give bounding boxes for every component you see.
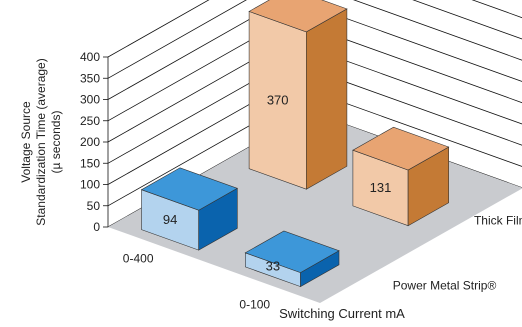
bar-0-100-series-0: 33	[244, 230, 340, 288]
bars: 370 131 94 33	[140, 0, 450, 288]
y-tick-label: 150	[80, 156, 100, 170]
series-labels: Power Metal Strip® Thick Film	[393, 213, 522, 292]
y-axis-title-line-2: Standardization Time (average)	[34, 58, 48, 225]
bar-top	[248, 0, 348, 33]
bar-top	[140, 167, 239, 211]
gridline	[107, 0, 522, 58]
series-label: Power Metal Strip®	[393, 278, 497, 292]
x-category-label: 0-100	[239, 297, 270, 311]
y-tick-label: 400	[80, 50, 100, 64]
gridline	[107, 0, 522, 79]
bar-top	[244, 230, 340, 273]
bar-0-100-series-1: 131	[352, 126, 450, 227]
y-axis-title-line-1: Voltage Source	[19, 101, 33, 183]
series-label: Thick Film	[474, 213, 522, 227]
bar-0-400-series-1: 370	[248, 0, 348, 190]
y-axis: 0 50 100 150 200 250 300 350 400	[80, 50, 108, 234]
y-tick-label: 350	[80, 71, 100, 85]
y-tick-label: 300	[80, 93, 100, 107]
bar-value-label: 370	[267, 92, 289, 107]
y-tick-label: 250	[80, 114, 100, 128]
y-tick-label: 200	[80, 135, 100, 149]
y-tick-label: 50	[87, 199, 101, 213]
y-tick-label: 100	[80, 178, 100, 192]
y-tick-label: 0	[93, 220, 100, 234]
x-category-label: 0-400	[123, 252, 154, 266]
bar-0-400-series-0: 94	[140, 167, 239, 251]
bar-value-label: 94	[163, 212, 177, 227]
bar-value-label: 33	[266, 259, 280, 274]
x-axis-title: Switching Current mA	[279, 306, 405, 321]
bar-side	[305, 8, 348, 190]
category-labels: 0-400 0-100	[123, 252, 271, 312]
gridline	[107, 0, 522, 100]
y-axis-title-line-3: (µ seconds)	[49, 111, 63, 174]
bar-value-label: 131	[370, 180, 392, 195]
bar-top	[352, 126, 450, 171]
